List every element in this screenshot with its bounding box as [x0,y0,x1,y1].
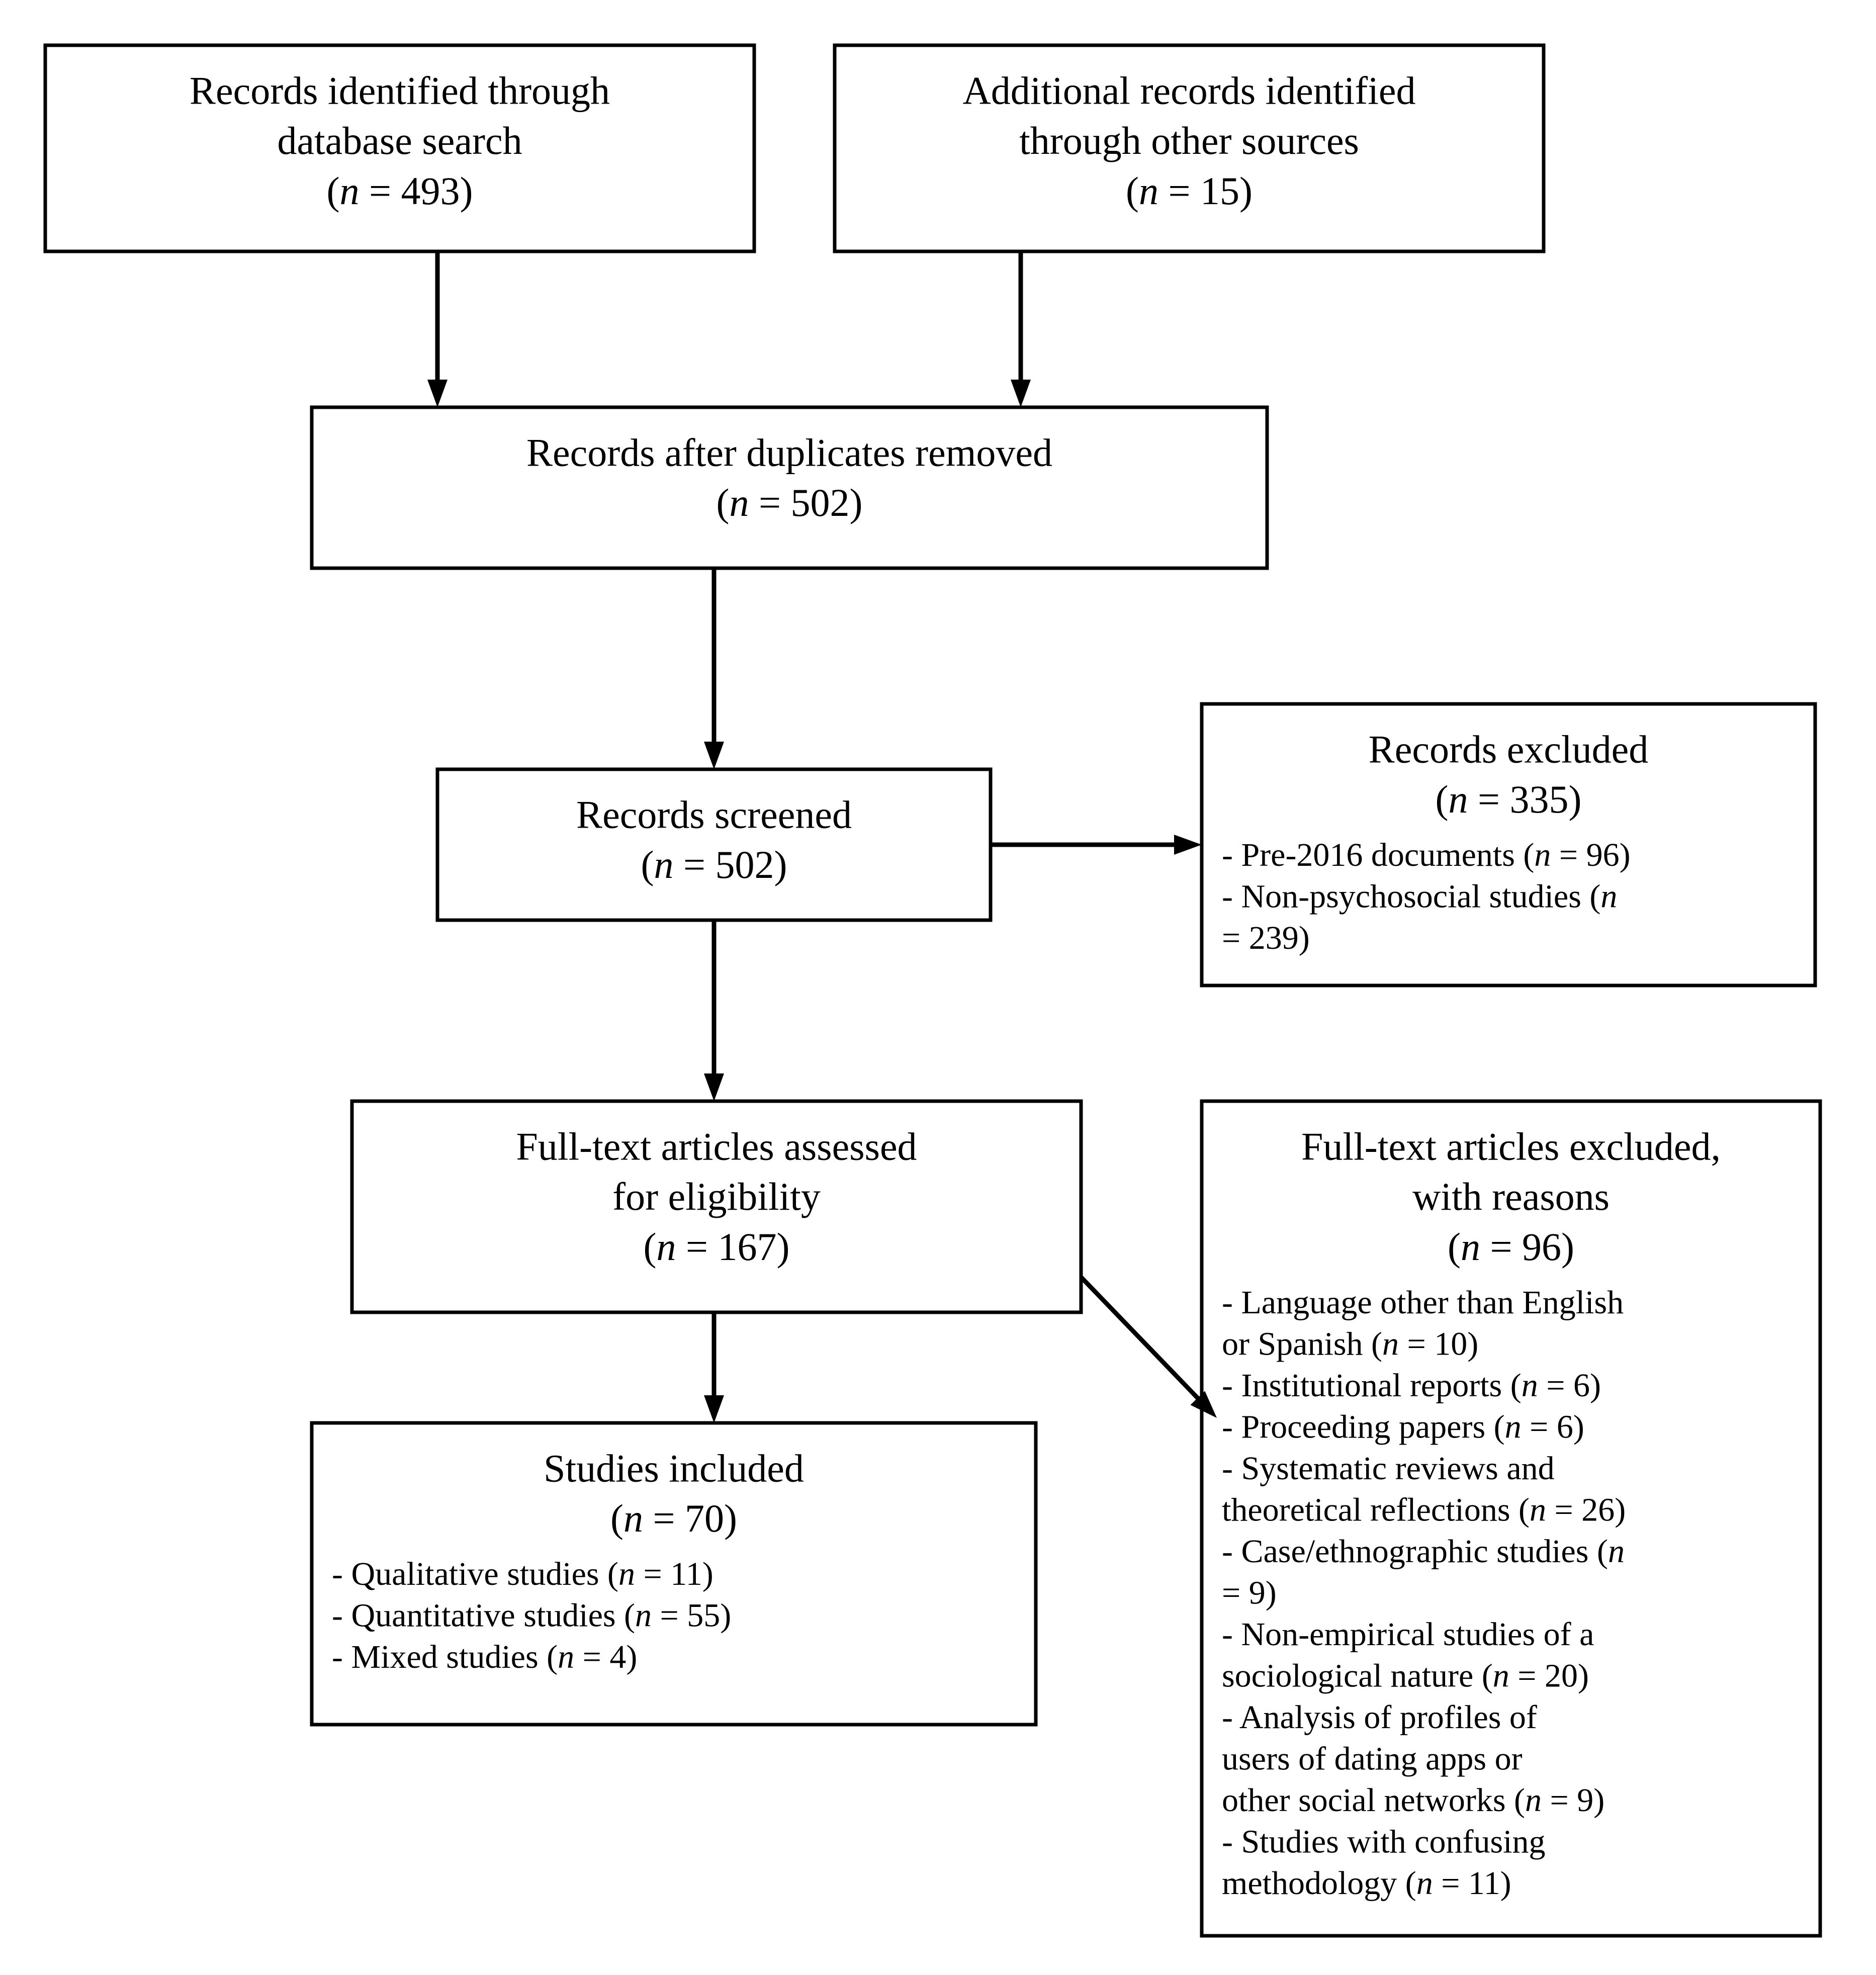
svg-text:(n = 15): (n = 15) [1126,169,1253,213]
svg-text:Records after duplicates remov: Records after duplicates removed [526,430,1052,474]
svg-text:Full-text articles assessed: Full-text articles assessed [516,1124,917,1168]
svg-text:for eligibility: for eligibility [612,1175,821,1218]
svg-text:(n = 502): (n = 502) [717,481,863,524]
node-db_search: Records identified through database searc… [45,45,754,251]
svg-text:other social networks (n = 9): other social networks (n = 9) [1222,1782,1604,1819]
svg-text:(n = 70): (n = 70) [610,1496,737,1540]
node-screened: Records screened (n = 502) [437,769,991,920]
svg-text:- Qualitative studies (n = 11): - Qualitative studies (n = 11) [332,1556,713,1592]
svg-text:Studies included: Studies included [544,1446,804,1490]
svg-text:- Mixed studies (n = 4): - Mixed studies (n = 4) [332,1639,637,1675]
svg-text:- Analysis of profiles of: - Analysis of profiles of [1222,1699,1537,1736]
svg-text:(n = 335): (n = 335) [1436,777,1582,821]
svg-text:through other sources: through other sources [1019,119,1359,162]
svg-text:(n = 96): (n = 96) [1448,1225,1574,1269]
node-other_sources: Additional records identified through oth… [835,45,1544,251]
svg-text:(n = 167): (n = 167) [644,1225,790,1269]
svg-text:- Studies with confusing: - Studies with confusing [1222,1823,1545,1860]
svg-text:= 9): = 9) [1222,1574,1277,1611]
svg-text:(n = 502): (n = 502) [641,843,787,886]
svg-text:- Proceeding papers (n = 6): - Proceeding papers (n = 6) [1222,1408,1584,1445]
svg-text:database search: database search [277,119,522,162]
svg-text:Records screened: Records screened [576,792,852,836]
node-fulltext: Full-text articles assessed for eligibili… [352,1101,1081,1312]
svg-text:Records excluded: Records excluded [1369,727,1649,771]
svg-text:with reasons: with reasons [1412,1175,1610,1218]
svg-text:methodology (n = 11): methodology (n = 11) [1222,1865,1511,1902]
svg-text:- Language other than English: - Language other than English [1222,1284,1624,1321]
node-excluded_fulltext: Full-text articles excluded, with reasons… [1202,1101,1820,1936]
svg-text:Full-text articles excluded,: Full-text articles excluded, [1301,1124,1721,1168]
node-excluded_screen: Records excluded (n = 335) - Pre-2016 docu… [1202,704,1815,985]
node-included: Studies included (n = 70) - Qualitative st… [312,1423,1036,1725]
svg-text:- Non-empirical studies of a: - Non-empirical studies of a [1222,1616,1594,1653]
svg-text:- Pre-2016 documents (n = 96): - Pre-2016 documents (n = 96) [1222,837,1631,873]
svg-text:sociological nature (n = 20): sociological nature (n = 20) [1222,1657,1589,1694]
svg-text:- Quantitative studies (n = 55: - Quantitative studies (n = 55) [332,1597,731,1634]
svg-text:Additional records identified: Additional records identified [962,68,1415,112]
svg-text:- Systematic reviews and: - Systematic reviews and [1222,1450,1555,1487]
svg-text:users of dating apps or: users of dating apps or [1222,1740,1523,1777]
svg-text:- Non-psychosocial studies (n: - Non-psychosocial studies (n [1222,878,1617,915]
svg-text:= 239): = 239) [1222,920,1310,956]
svg-text:(n = 493): (n = 493) [327,169,473,213]
svg-text:- Institutional reports (n = 6: - Institutional reports (n = 6) [1222,1367,1601,1404]
svg-text:Records identified through: Records identified through [190,68,610,112]
svg-text:- Case/ethnographic studies (n: - Case/ethnographic studies (n [1222,1533,1625,1570]
svg-text:theoretical reflections (n = 2: theoretical reflections (n = 26) [1222,1491,1626,1528]
svg-text:or Spanish (n = 10): or Spanish (n = 10) [1222,1325,1478,1362]
node-after_dup: Records after duplicates removed (n = 502… [312,407,1267,568]
